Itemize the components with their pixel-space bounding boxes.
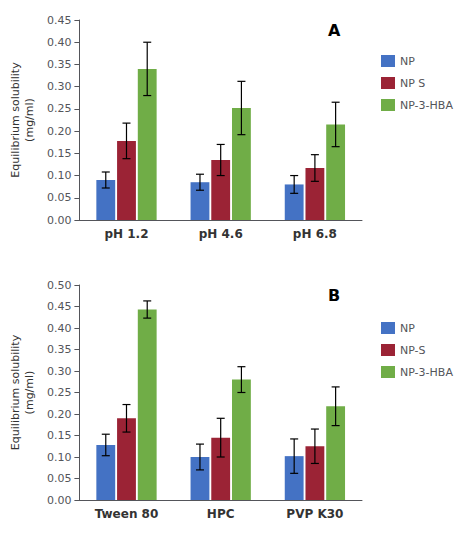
svg-text:0.25: 0.25 [47,102,72,115]
svg-text:0.50: 0.50 [47,279,72,292]
svg-text:Equilibrium solubility: Equilibrium solubility [9,334,22,450]
svg-text:0.00: 0.00 [47,214,72,227]
svg-text:0.00: 0.00 [47,494,72,507]
svg-text:pH 4.6: pH 4.6 [199,227,243,241]
svg-text:0.10: 0.10 [47,169,72,182]
svg-text:PVP K30: PVP K30 [286,507,343,521]
svg-text:(mg/ml): (mg/ml) [23,371,36,415]
svg-text:NP-3-HBA: NP-3-HBA [400,366,453,379]
svg-text:0.20: 0.20 [47,408,72,421]
svg-text:0.40: 0.40 [47,322,72,335]
svg-text:0.05: 0.05 [47,191,72,204]
svg-text:B: B [328,286,340,305]
svg-text:(mg/ml): (mg/ml) [23,98,36,142]
svg-text:0.05: 0.05 [47,472,72,485]
svg-text:HPC: HPC [207,507,235,521]
svg-text:A: A [328,21,341,40]
svg-text:Equilibrium solubility: Equilibrium solubility [9,62,22,178]
svg-text:NP-S: NP-S [400,344,426,357]
svg-text:0.40: 0.40 [47,36,72,49]
svg-text:0.45: 0.45 [47,14,72,27]
svg-text:0.35: 0.35 [47,343,72,356]
svg-text:0.45: 0.45 [47,300,72,313]
svg-text:pH 6.8: pH 6.8 [293,227,337,241]
svg-text:NP-3-HBA: NP-3-HBA [400,99,453,112]
svg-text:pH 1.2: pH 1.2 [104,227,148,241]
svg-text:0.15: 0.15 [47,429,72,442]
svg-text:0.10: 0.10 [47,451,72,464]
svg-text:Tween 80: Tween 80 [95,507,159,521]
svg-text:0.15: 0.15 [47,147,72,160]
svg-text:0.20: 0.20 [47,125,72,138]
svg-text:NP: NP [400,322,415,335]
svg-text:0.25: 0.25 [47,386,72,399]
svg-text:0.30: 0.30 [47,365,72,378]
svg-text:NP: NP [400,55,415,68]
svg-text:0.35: 0.35 [47,58,72,71]
svg-text:NP S: NP S [400,77,425,90]
svg-text:0.30: 0.30 [47,80,72,93]
